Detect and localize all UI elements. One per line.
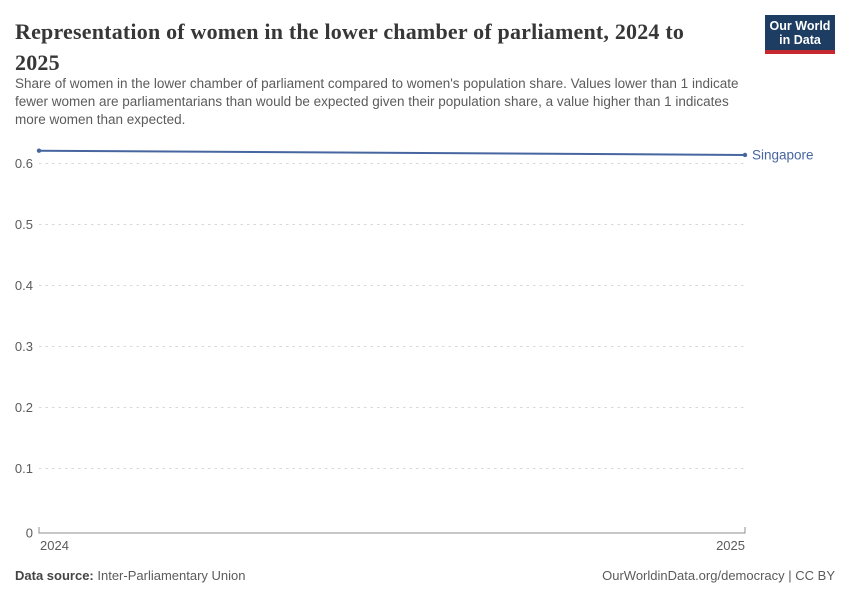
chart-footer: Data source: Inter-Parliamentary Union O… <box>15 568 835 583</box>
data-source-value: Inter-Parliamentary Union <box>97 568 246 583</box>
chart-subtitle-line-3: more women than expected. <box>15 112 186 127</box>
data-source: Data source: Inter-Parliamentary Union <box>15 568 246 583</box>
attribution-link[interactable]: OurWorldinData.org/democracy | CC BY <box>602 568 835 583</box>
y-tick-label: 0.2 <box>15 400 33 415</box>
y-tick-label: 0.1 <box>15 461 33 476</box>
y-tick-label: 0.3 <box>15 339 33 354</box>
chart-subtitle: Share of women in the lower chamber of p… <box>15 75 738 129</box>
data-line <box>38 149 746 156</box>
y-tick-label: 0.6 <box>15 156 33 171</box>
chart-title-line-2: 2025 <box>15 50 60 75</box>
chart-title: Representation of women in the lower cha… <box>15 16 684 78</box>
chart-subtitle-line-2: fewer women are parliamentarians than wo… <box>15 94 729 109</box>
data-source-label: Data source: <box>15 568 94 583</box>
data-point <box>742 152 748 158</box>
entity-label: Singapore <box>752 147 814 162</box>
y-tick-label: 0.4 <box>15 278 33 293</box>
x-tick-label: 2024 <box>40 538 69 553</box>
data-point <box>36 148 42 153</box>
owid-logo[interactable]: Our World in Data <box>765 15 835 54</box>
chart-subtitle-line-1: Share of women in the lower chamber of p… <box>15 76 739 91</box>
chart-title-line-1: Representation of women in the lower cha… <box>15 19 685 44</box>
y-tick-label: 0.5 <box>15 217 33 232</box>
owid-logo-text-line-1: Our World <box>769 19 831 33</box>
y-tick-label: 0 <box>26 526 33 541</box>
owid-logo-text-line-2: in Data <box>779 33 821 47</box>
x-axis-line <box>38 527 746 534</box>
x-tick-label: 2025 <box>716 538 745 553</box>
